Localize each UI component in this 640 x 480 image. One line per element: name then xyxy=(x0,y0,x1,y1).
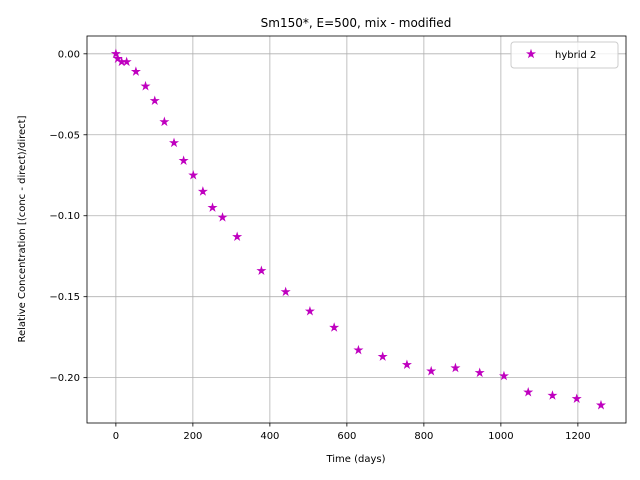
data-point xyxy=(377,351,388,361)
data-point xyxy=(595,399,606,410)
data-point xyxy=(571,393,582,403)
chart-title: Sm150*, E=500, mix - modified xyxy=(261,16,452,30)
legend-label-hybrid-2: hybrid 2 xyxy=(555,50,596,61)
data-point xyxy=(523,386,534,397)
data-point xyxy=(159,116,170,127)
data-point xyxy=(426,365,437,376)
data-point xyxy=(232,231,243,242)
grid xyxy=(87,36,626,423)
legend-star-marker xyxy=(525,48,537,59)
data-point xyxy=(353,344,364,355)
y-tick-label: −0.15 xyxy=(49,292,80,303)
data-points xyxy=(110,48,606,410)
data-point xyxy=(168,137,180,148)
data-point xyxy=(547,390,558,400)
y-axis-label: Relative Concentration [(conc - direct)/… xyxy=(17,115,28,342)
x-tick-label: 0 xyxy=(113,431,119,442)
x-tick-label: 600 xyxy=(337,431,356,442)
data-point xyxy=(140,80,151,91)
data-point xyxy=(280,286,291,297)
data-point xyxy=(197,186,208,196)
data-point xyxy=(110,48,121,59)
data-point xyxy=(329,322,340,332)
x-tick-label: 1200 xyxy=(565,431,590,442)
data-point xyxy=(498,370,509,381)
data-point xyxy=(304,305,315,316)
x-tick-label: 800 xyxy=(414,431,433,442)
legend: hybrid 2 xyxy=(510,41,619,69)
data-point xyxy=(450,362,461,373)
y-tick-label: −0.20 xyxy=(49,373,80,384)
legend-box xyxy=(510,41,619,69)
y-axis-ticks: 0.00 −0.05 −0.10 −0.15 −0.20 xyxy=(49,49,87,384)
x-axis-ticks: 0 200 400 600 800 1000 1200 xyxy=(113,423,591,442)
data-point xyxy=(401,359,412,369)
data-point xyxy=(217,212,228,222)
legend-marker-hybrid-2 xyxy=(525,48,537,59)
x-axis-label: Time (days) xyxy=(325,454,385,465)
data-point xyxy=(474,367,485,378)
data-point xyxy=(207,202,218,212)
data-point xyxy=(121,56,132,67)
data-point xyxy=(256,265,267,276)
x-tick-label: 1000 xyxy=(488,431,513,442)
data-point xyxy=(178,155,189,165)
x-tick-label: 400 xyxy=(260,431,279,442)
data-point xyxy=(130,66,141,76)
x-tick-label: 200 xyxy=(183,431,202,442)
y-tick-label: −0.10 xyxy=(49,211,80,222)
y-tick-label: −0.05 xyxy=(49,130,80,141)
y-tick-label: 0.00 xyxy=(58,49,80,60)
data-point xyxy=(188,169,199,180)
plot-frame xyxy=(86,35,627,424)
data-point xyxy=(149,95,160,106)
